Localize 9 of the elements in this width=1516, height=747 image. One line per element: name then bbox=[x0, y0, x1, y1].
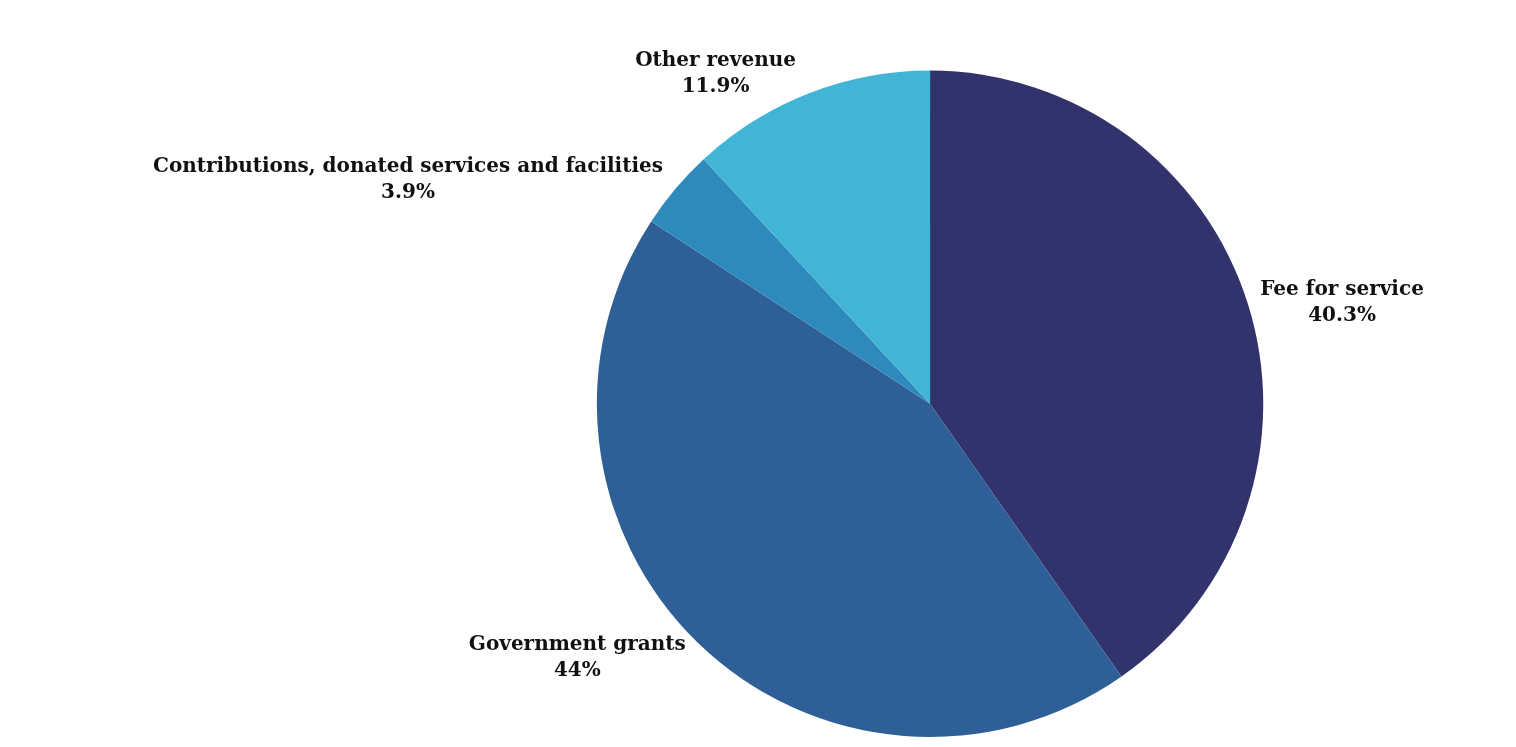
data-label: 11.9% bbox=[681, 72, 750, 97]
slice-label: Contributions, donated services and facilities bbox=[153, 153, 664, 178]
slice-label: Other revenue bbox=[635, 46, 796, 71]
data-label: 40.3% bbox=[1308, 302, 1376, 327]
data-label: 3.9% bbox=[381, 179, 435, 204]
pie-slice bbox=[930, 70, 1263, 677]
slice-label: Fee for service bbox=[1260, 276, 1424, 301]
data-label: 44% bbox=[553, 657, 601, 682]
slice-label: Government grants bbox=[468, 631, 686, 656]
